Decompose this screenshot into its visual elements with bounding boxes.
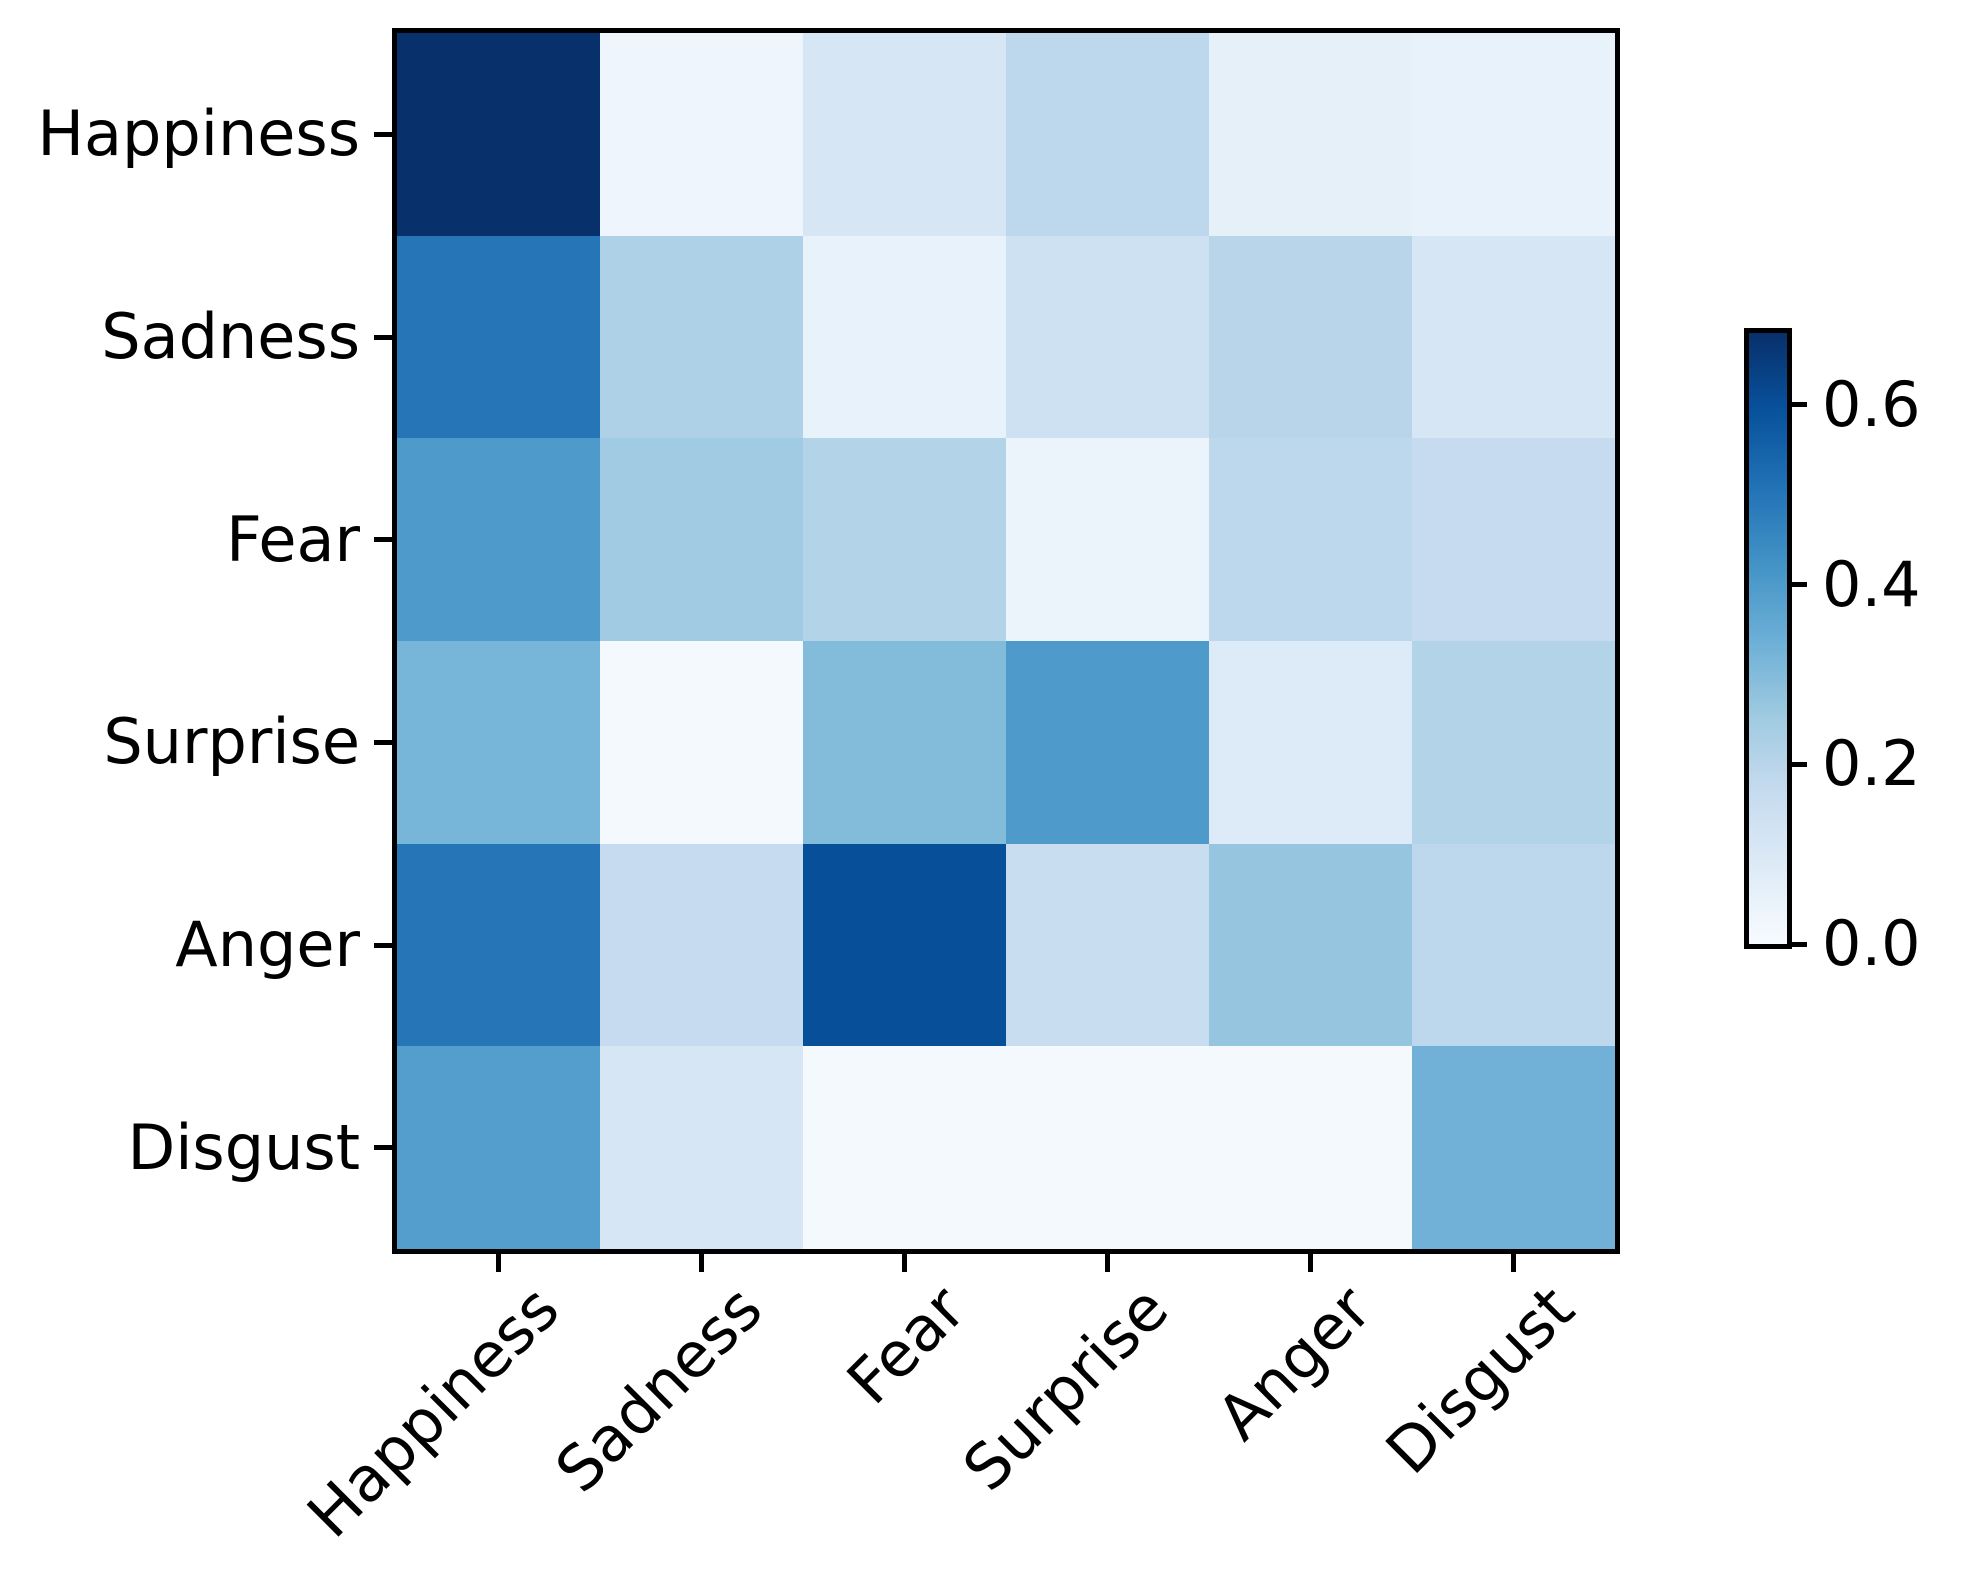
heatmap-cell bbox=[1006, 33, 1209, 236]
heatmap-cell bbox=[397, 641, 600, 844]
heatmap-cell bbox=[1412, 641, 1615, 844]
x-tick bbox=[902, 1254, 907, 1272]
heatmap-cell bbox=[803, 438, 1006, 641]
heatmap-cell bbox=[397, 1046, 600, 1249]
heatmap-cell bbox=[803, 235, 1006, 439]
y-tick-label: Anger bbox=[175, 908, 360, 981]
heatmap-cell bbox=[600, 1046, 803, 1249]
colorbar-tick bbox=[1792, 941, 1807, 947]
x-tick bbox=[1308, 1254, 1313, 1272]
heatmap-cell bbox=[1006, 438, 1209, 641]
colorbar-tick-label: 0.0 bbox=[1822, 907, 1921, 980]
colorbar bbox=[1744, 328, 1792, 949]
heatmap-cell bbox=[397, 843, 600, 1047]
colorbar-gradient bbox=[1749, 333, 1787, 944]
heatmap-cell bbox=[1209, 641, 1412, 844]
heatmap-cell bbox=[1209, 235, 1412, 439]
colorbar-tick bbox=[1792, 761, 1807, 767]
y-tick-label: Surprise bbox=[103, 705, 360, 779]
heatmap-cell bbox=[397, 33, 600, 236]
heatmap-cell bbox=[1006, 843, 1209, 1047]
y-tick-label: Happiness bbox=[37, 97, 360, 171]
y-tick bbox=[374, 334, 392, 340]
heatmap-cell bbox=[600, 641, 803, 844]
colorbar-tick-label: 0.4 bbox=[1822, 547, 1921, 621]
colorbar-tick-label: 0.6 bbox=[1822, 367, 1921, 441]
y-tick-label: Fear bbox=[226, 502, 360, 576]
x-tick bbox=[1511, 1254, 1516, 1272]
heatmap-cell bbox=[397, 438, 600, 641]
x-tick bbox=[699, 1254, 704, 1272]
x-tick-label: Sadness bbox=[541, 1271, 776, 1507]
heatmap-cell bbox=[1209, 33, 1412, 236]
heatmap-cell bbox=[397, 235, 600, 439]
heatmap-grid bbox=[397, 33, 1615, 1249]
heatmap-cell bbox=[803, 33, 1006, 236]
y-tick-label: Sadness bbox=[101, 300, 360, 373]
y-tick bbox=[374, 942, 392, 948]
heatmap-cell bbox=[803, 1046, 1006, 1249]
x-tick-label: Disgust bbox=[1371, 1271, 1588, 1488]
heatmap-cell bbox=[1006, 641, 1209, 844]
colorbar-tick bbox=[1792, 582, 1807, 588]
heatmap-cell bbox=[600, 438, 803, 641]
heatmap-cell bbox=[1209, 1046, 1412, 1249]
heatmap-cell bbox=[1209, 438, 1412, 641]
y-tick bbox=[374, 537, 392, 543]
x-tick-label: Fear bbox=[832, 1271, 979, 1419]
heatmap-cell bbox=[1006, 235, 1209, 439]
x-tick-label: Surprise bbox=[948, 1271, 1182, 1505]
heatmap-cell bbox=[1412, 843, 1615, 1047]
colorbar-tick bbox=[1792, 402, 1807, 408]
heatmap-cell bbox=[803, 641, 1006, 844]
heatmap-cell bbox=[1412, 438, 1615, 641]
heatmap-cell bbox=[803, 843, 1006, 1047]
y-tick bbox=[374, 739, 392, 745]
x-tick-label: Anger bbox=[1202, 1271, 1385, 1454]
heatmap-cell bbox=[1412, 235, 1615, 439]
colorbar-tick-label: 0.2 bbox=[1822, 727, 1921, 801]
heatmap-cell bbox=[600, 235, 803, 439]
axes-frame bbox=[392, 28, 1620, 1254]
heatmap-cell bbox=[1412, 1046, 1615, 1249]
x-tick-label: Happiness bbox=[293, 1271, 573, 1552]
heatmap-cell bbox=[600, 843, 803, 1047]
heatmap-cell bbox=[1006, 1046, 1209, 1249]
x-tick bbox=[1105, 1254, 1110, 1272]
heatmap-cell bbox=[600, 33, 803, 236]
x-tick bbox=[496, 1254, 501, 1272]
y-tick bbox=[374, 131, 392, 137]
heatmap-cell bbox=[1209, 843, 1412, 1047]
y-tick bbox=[374, 1145, 392, 1151]
y-tick-label: Disgust bbox=[127, 1110, 360, 1184]
heatmap-cell bbox=[1412, 33, 1615, 236]
